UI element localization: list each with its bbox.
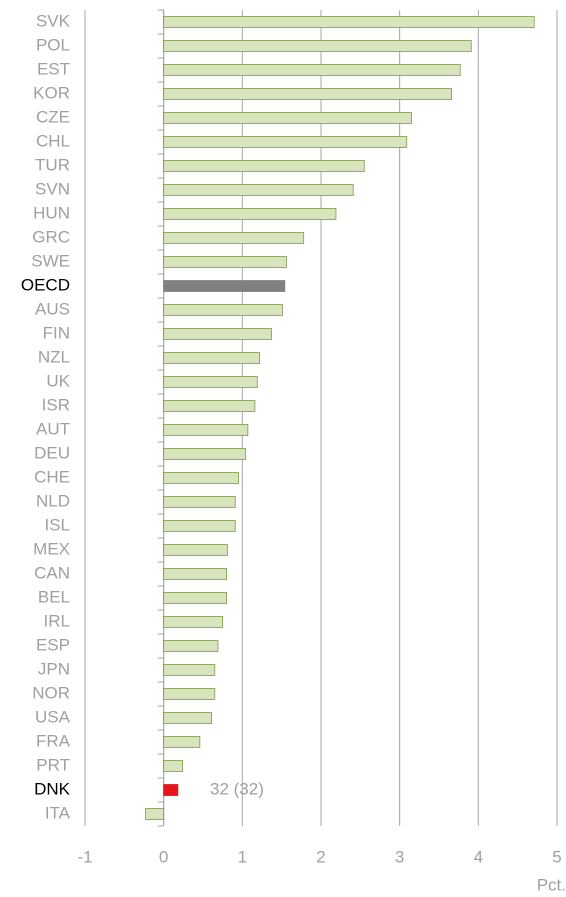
y-tick-label: ISL	[44, 515, 70, 534]
y-tick-label: GRC	[32, 227, 70, 246]
y-tick-label: PRT	[36, 755, 70, 774]
x-tick-label: 5	[552, 847, 561, 866]
y-tick-label: NLD	[36, 491, 70, 510]
bar	[163, 640, 219, 652]
y-tick-label: UK	[46, 371, 70, 390]
y-tick-label: CZE	[36, 107, 70, 126]
y-tick-label: MEX	[33, 539, 70, 558]
bar	[163, 616, 224, 628]
y-tick-label: ITA	[45, 803, 71, 822]
y-tick-label: BEL	[38, 587, 70, 606]
bar	[163, 112, 412, 124]
bar	[163, 520, 236, 532]
annotation: 32 (32)	[210, 779, 264, 798]
y-tick-label: AUS	[35, 299, 70, 318]
y-tick-label: CAN	[34, 563, 70, 582]
bar	[163, 784, 179, 796]
bar	[163, 352, 261, 364]
bar	[163, 688, 216, 700]
y-tick-label: KOR	[33, 83, 70, 102]
bar	[163, 88, 452, 100]
bar	[145, 808, 165, 820]
y-tick-label: POL	[36, 35, 70, 54]
y-tick-label: FRA	[36, 731, 71, 750]
y-tick-label: USA	[35, 707, 71, 726]
bar	[163, 40, 472, 52]
bar	[163, 592, 228, 604]
y-tick-label: FIN	[43, 323, 70, 342]
bar	[163, 304, 283, 316]
bar	[163, 64, 461, 76]
y-tick-label: NOR	[32, 683, 70, 702]
bar	[163, 280, 286, 292]
bar	[163, 16, 535, 28]
bar	[163, 472, 239, 484]
bar	[163, 256, 287, 268]
bar	[163, 664, 216, 676]
y-tick-label: AUT	[36, 419, 70, 438]
bar	[163, 328, 272, 340]
x-tick-label: 4	[474, 847, 483, 866]
y-tick-label: IRL	[44, 611, 70, 630]
y-tick-label: CHE	[34, 467, 70, 486]
y-tick-label: ESP	[36, 635, 70, 654]
y-tick-label: HUN	[33, 203, 70, 222]
x-tick-label: 2	[316, 847, 325, 866]
bar	[163, 496, 236, 508]
y-tick-label: OECD	[21, 275, 70, 294]
bar	[163, 232, 305, 244]
y-tick-label: DNK	[34, 779, 71, 798]
y-tick-label: NZL	[38, 347, 70, 366]
bar	[163, 376, 258, 388]
bar	[163, 544, 228, 556]
bar	[163, 400, 256, 412]
x-tick-label: 3	[395, 847, 404, 866]
bar	[163, 712, 213, 724]
x-axis-label: Pct.	[537, 875, 566, 894]
bar	[163, 568, 228, 580]
x-tick-label: 1	[238, 847, 247, 866]
y-tick-label: SWE	[31, 251, 70, 270]
x-tick-label: 0	[159, 847, 168, 866]
bar	[163, 136, 408, 148]
y-tick-label: DEU	[34, 443, 70, 462]
y-tick-label: JPN	[38, 659, 70, 678]
bar	[163, 424, 249, 436]
bar	[163, 760, 183, 772]
bar	[163, 184, 354, 196]
bar	[163, 736, 201, 748]
y-tick-label: SVN	[35, 179, 70, 198]
bar	[163, 208, 337, 220]
y-tick-label: CHL	[36, 131, 70, 150]
y-tick-label: SVK	[36, 11, 71, 30]
bar	[163, 160, 365, 172]
bar	[163, 448, 246, 460]
x-tick-label: -1	[77, 847, 92, 866]
y-tick-label: ISR	[42, 395, 70, 414]
y-tick-label: EST	[37, 59, 70, 78]
y-tick-label: TUR	[35, 155, 70, 174]
